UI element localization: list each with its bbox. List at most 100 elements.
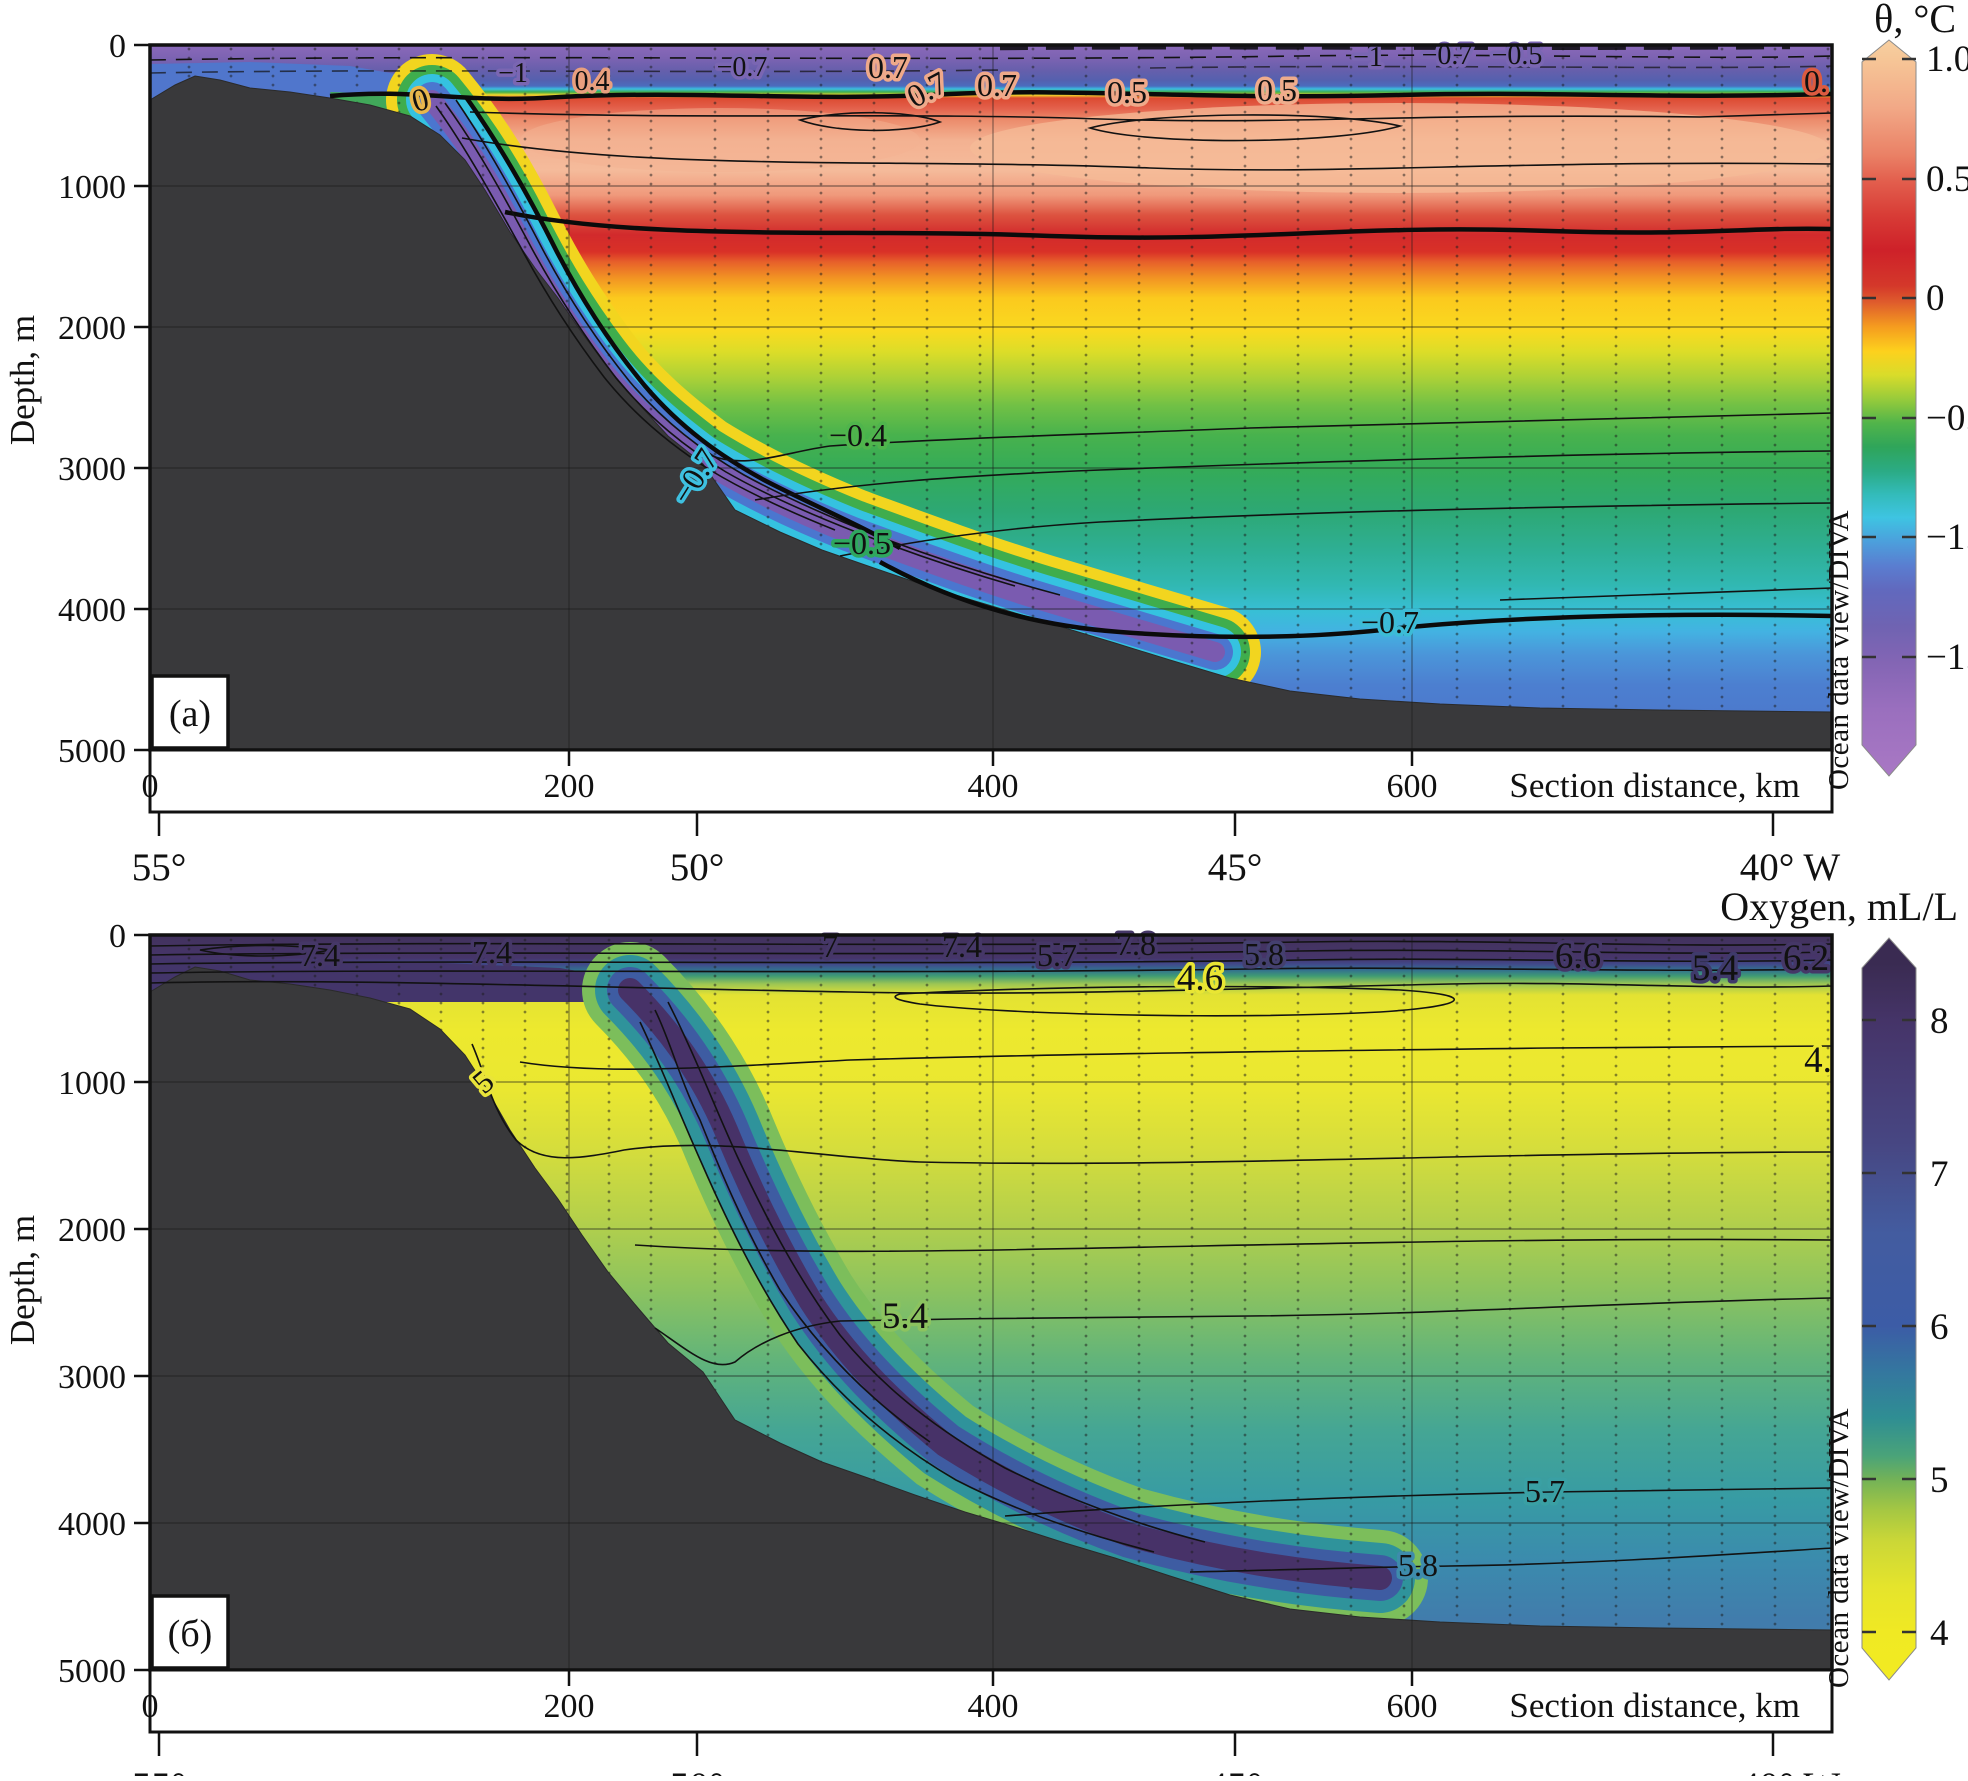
contour-label: 5.7 <box>1037 937 1077 973</box>
oxygen-contours <box>149 940 1833 1573</box>
colorbar-tick-label: 4 <box>1930 1613 1949 1654</box>
contour-label: −1 <box>498 58 528 89</box>
depth-axis: 0 1000 2000 3000 4000 5000 Depth, m <box>3 918 150 1690</box>
contour-label: 0.5 <box>1257 72 1297 108</box>
contour-line <box>634 1238 1833 1253</box>
contour-label: 5.8 <box>1398 1547 1438 1583</box>
contour-label: 6.6 <box>1555 936 1601 977</box>
colorbar-tick-label: 5 <box>1930 1460 1949 1501</box>
contour-line-58 <box>1189 1547 1833 1573</box>
x-tick-label: 200 <box>544 1688 595 1725</box>
gridlines <box>150 935 1832 1670</box>
y-tick-label: 1000 <box>58 1065 126 1102</box>
longitude-label: 55° <box>132 846 187 889</box>
contour-line <box>519 1045 1833 1071</box>
contour-line <box>754 450 1833 501</box>
y-tick-label: 1000 <box>58 169 126 206</box>
longitude-label: 50° <box>670 846 725 889</box>
panel-a: 0 −1 0.4 −0.7 0.7 0.7 0.7 0.5 0.5 −1 −0.… <box>3 0 1968 889</box>
contour-line <box>149 69 1001 74</box>
colorbar-tick-label: 1.0 <box>1926 39 1968 80</box>
panel-label: (б) <box>168 1613 213 1655</box>
bathymetry <box>149 966 1833 1671</box>
contour-label: −0.5 <box>833 525 891 561</box>
odv-credit-watermark: Ocean data view/DIVA <box>1823 1408 1855 1688</box>
contour-label: 0.5 <box>1107 74 1147 110</box>
contour-label: 0.7 <box>868 49 908 85</box>
contour-lens <box>1087 114 1404 142</box>
panel-b: 7.4 7.4 7 7.4 5.7 7.8 4.6 5.8 6.6 5.4 6.… <box>3 884 1958 1781</box>
contour-line <box>639 1021 1155 1553</box>
contour-label: −0.7 <box>1361 604 1419 640</box>
contour-line-0deg-deep <box>504 209 1833 240</box>
x-tick-label: 600 <box>1387 1688 1438 1725</box>
longitude-label: 40° W <box>1740 846 1841 889</box>
y-axis-title: Depth, m <box>3 315 42 445</box>
panel-label: (а) <box>169 693 211 735</box>
contour-label: 7.8 <box>1116 926 1156 962</box>
contour-line <box>667 1001 1206 1543</box>
contour-lens <box>199 944 331 957</box>
contour-label: 7.4 <box>472 934 512 970</box>
x-tick-label: 0 <box>142 768 159 805</box>
colorbar-tick-label: 6 <box>1930 1307 1949 1348</box>
x-tick-label: 400 <box>968 1688 1019 1725</box>
contour-label: 0.4 <box>575 66 610 97</box>
contour-lens <box>797 111 943 132</box>
contour-line <box>471 1043 1833 1165</box>
y-tick-label: 4000 <box>58 1506 126 1543</box>
x-tick-label: 400 <box>968 768 1019 805</box>
contour-line <box>435 105 836 531</box>
contour-label: −0.4 <box>829 417 887 453</box>
contour-label: 5.7 <box>1525 1473 1565 1509</box>
contour-label: 5.4 <box>882 1296 928 1337</box>
contour-line <box>1499 587 1833 601</box>
contour-label: 7.4 <box>300 937 340 973</box>
colorbar-title: Oxygen, mL/L <box>1720 884 1958 929</box>
distance-axis: 0 200 400 600 Section distance, km <box>142 750 1800 805</box>
colorbar-tick-label: 0.5 <box>1926 159 1968 200</box>
contour-line <box>654 1009 931 1443</box>
oxygen-colorbar: Oxygen, mL/L 8 7 6 5 4 <box>1720 884 1958 1681</box>
y-tick-label: 4000 <box>58 592 126 629</box>
longitude-label: 45° <box>1208 1765 1263 1776</box>
contour-line <box>149 949 1833 956</box>
longitude-axis: 55° 50° 45° 40° W <box>132 1732 1840 1781</box>
contour-line <box>149 958 1833 965</box>
colorbar-tick-label: −1.0 <box>1926 517 1968 558</box>
y-tick-label: 3000 <box>58 451 126 488</box>
contour-line <box>461 137 1833 171</box>
contour-line-m05 <box>839 502 1833 557</box>
contour-line <box>469 111 1833 122</box>
contour-line-0deg <box>329 90 1833 102</box>
contour-line <box>149 940 1833 947</box>
y-tick-label: 5000 <box>58 733 126 770</box>
colorbar-tick-label: 0 <box>1926 278 1945 319</box>
contour-label: 4. <box>1804 1040 1832 1081</box>
y-tick-label: 5000 <box>58 1653 126 1690</box>
panel-a-label-box: (а) <box>150 674 230 750</box>
longitude-label: 45° <box>1208 846 1263 889</box>
y-tick-label: 2000 <box>58 310 126 347</box>
panel-b-label-box: (б) <box>150 1594 230 1670</box>
y-tick-label: 0 <box>109 28 126 65</box>
contour-line-m07 <box>878 560 1833 640</box>
contour-lens-oxygen-min <box>894 985 1455 1017</box>
colorbar-title: θ, °C <box>1874 0 1956 41</box>
colorbar-tick-label: −1.5 <box>1926 637 1968 678</box>
contour-label: 6.2 <box>1783 938 1829 979</box>
x-tick-label: 200 <box>544 768 595 805</box>
contour-line <box>444 102 1016 587</box>
contour-line <box>149 980 1833 994</box>
colorbar-tick-label: −0.5 <box>1926 398 1968 439</box>
contour-line-54 <box>654 1297 1833 1366</box>
colorbar-tick-label: 7 <box>1930 1154 1949 1195</box>
y-tick-label: 2000 <box>58 1212 126 1249</box>
colorbar-ticks <box>1862 1018 1916 1634</box>
contour-line-57 <box>1004 1487 1833 1517</box>
colorbar-tick-label: 8 <box>1930 1001 1949 1042</box>
x-axis-title: Section distance, km <box>1509 766 1800 805</box>
contour-line <box>1149 65 1833 69</box>
